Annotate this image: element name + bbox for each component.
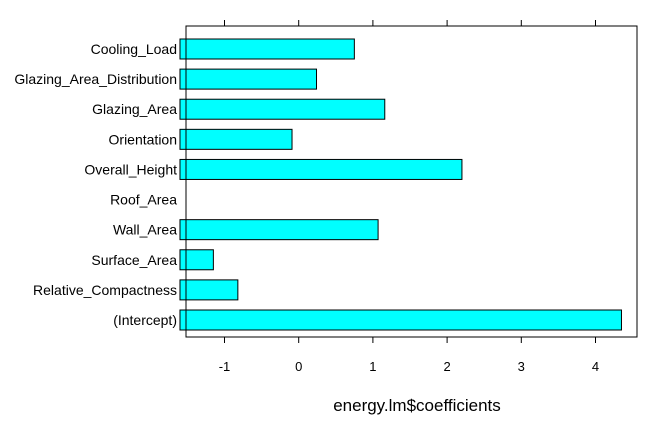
- bar-wall-area: [179, 219, 379, 241]
- category-label: (Intercept): [113, 312, 177, 328]
- category-label: Glazing_Area_Distribution: [14, 71, 177, 87]
- x-tick-label: 0: [295, 359, 302, 374]
- bar-intercept: [179, 309, 622, 331]
- x-axis-title: energy.lm$coefficients: [333, 396, 501, 415]
- category-label: Orientation: [109, 131, 177, 147]
- x-tick-label: 1: [369, 359, 376, 374]
- bar-surface-area: [179, 249, 214, 271]
- category-label: Surface_Area: [91, 252, 177, 268]
- x-tick-label: 2: [443, 359, 450, 374]
- bar-overall-height: [179, 158, 463, 180]
- plot-frame: [185, 25, 638, 338]
- bar-orientation: [179, 128, 293, 150]
- x-tick-label: -1: [219, 359, 231, 374]
- x-axis-ticks: -1 0 1 2 3 4: [219, 20, 599, 374]
- x-tick-label: 3: [518, 359, 525, 374]
- category-label: Glazing_Area: [92, 101, 177, 117]
- category-label: Wall_Area: [113, 222, 177, 238]
- category-label: Overall_Height: [84, 161, 177, 177]
- category-labels: Cooling_Load Glazing_Area_Distribution Gla…: [14, 41, 177, 328]
- bar-relative-compactness: [179, 279, 239, 301]
- bar-glazing-area: [179, 98, 386, 120]
- category-label: Roof_Area: [110, 192, 177, 208]
- bars-group: [179, 38, 622, 331]
- category-label: Relative_Compactness: [33, 282, 177, 298]
- bar-cooling-load: [179, 38, 355, 60]
- x-tick-label: 4: [592, 359, 599, 374]
- bar-glazing-area-distribution: [179, 68, 318, 90]
- category-label: Cooling_Load: [91, 41, 177, 57]
